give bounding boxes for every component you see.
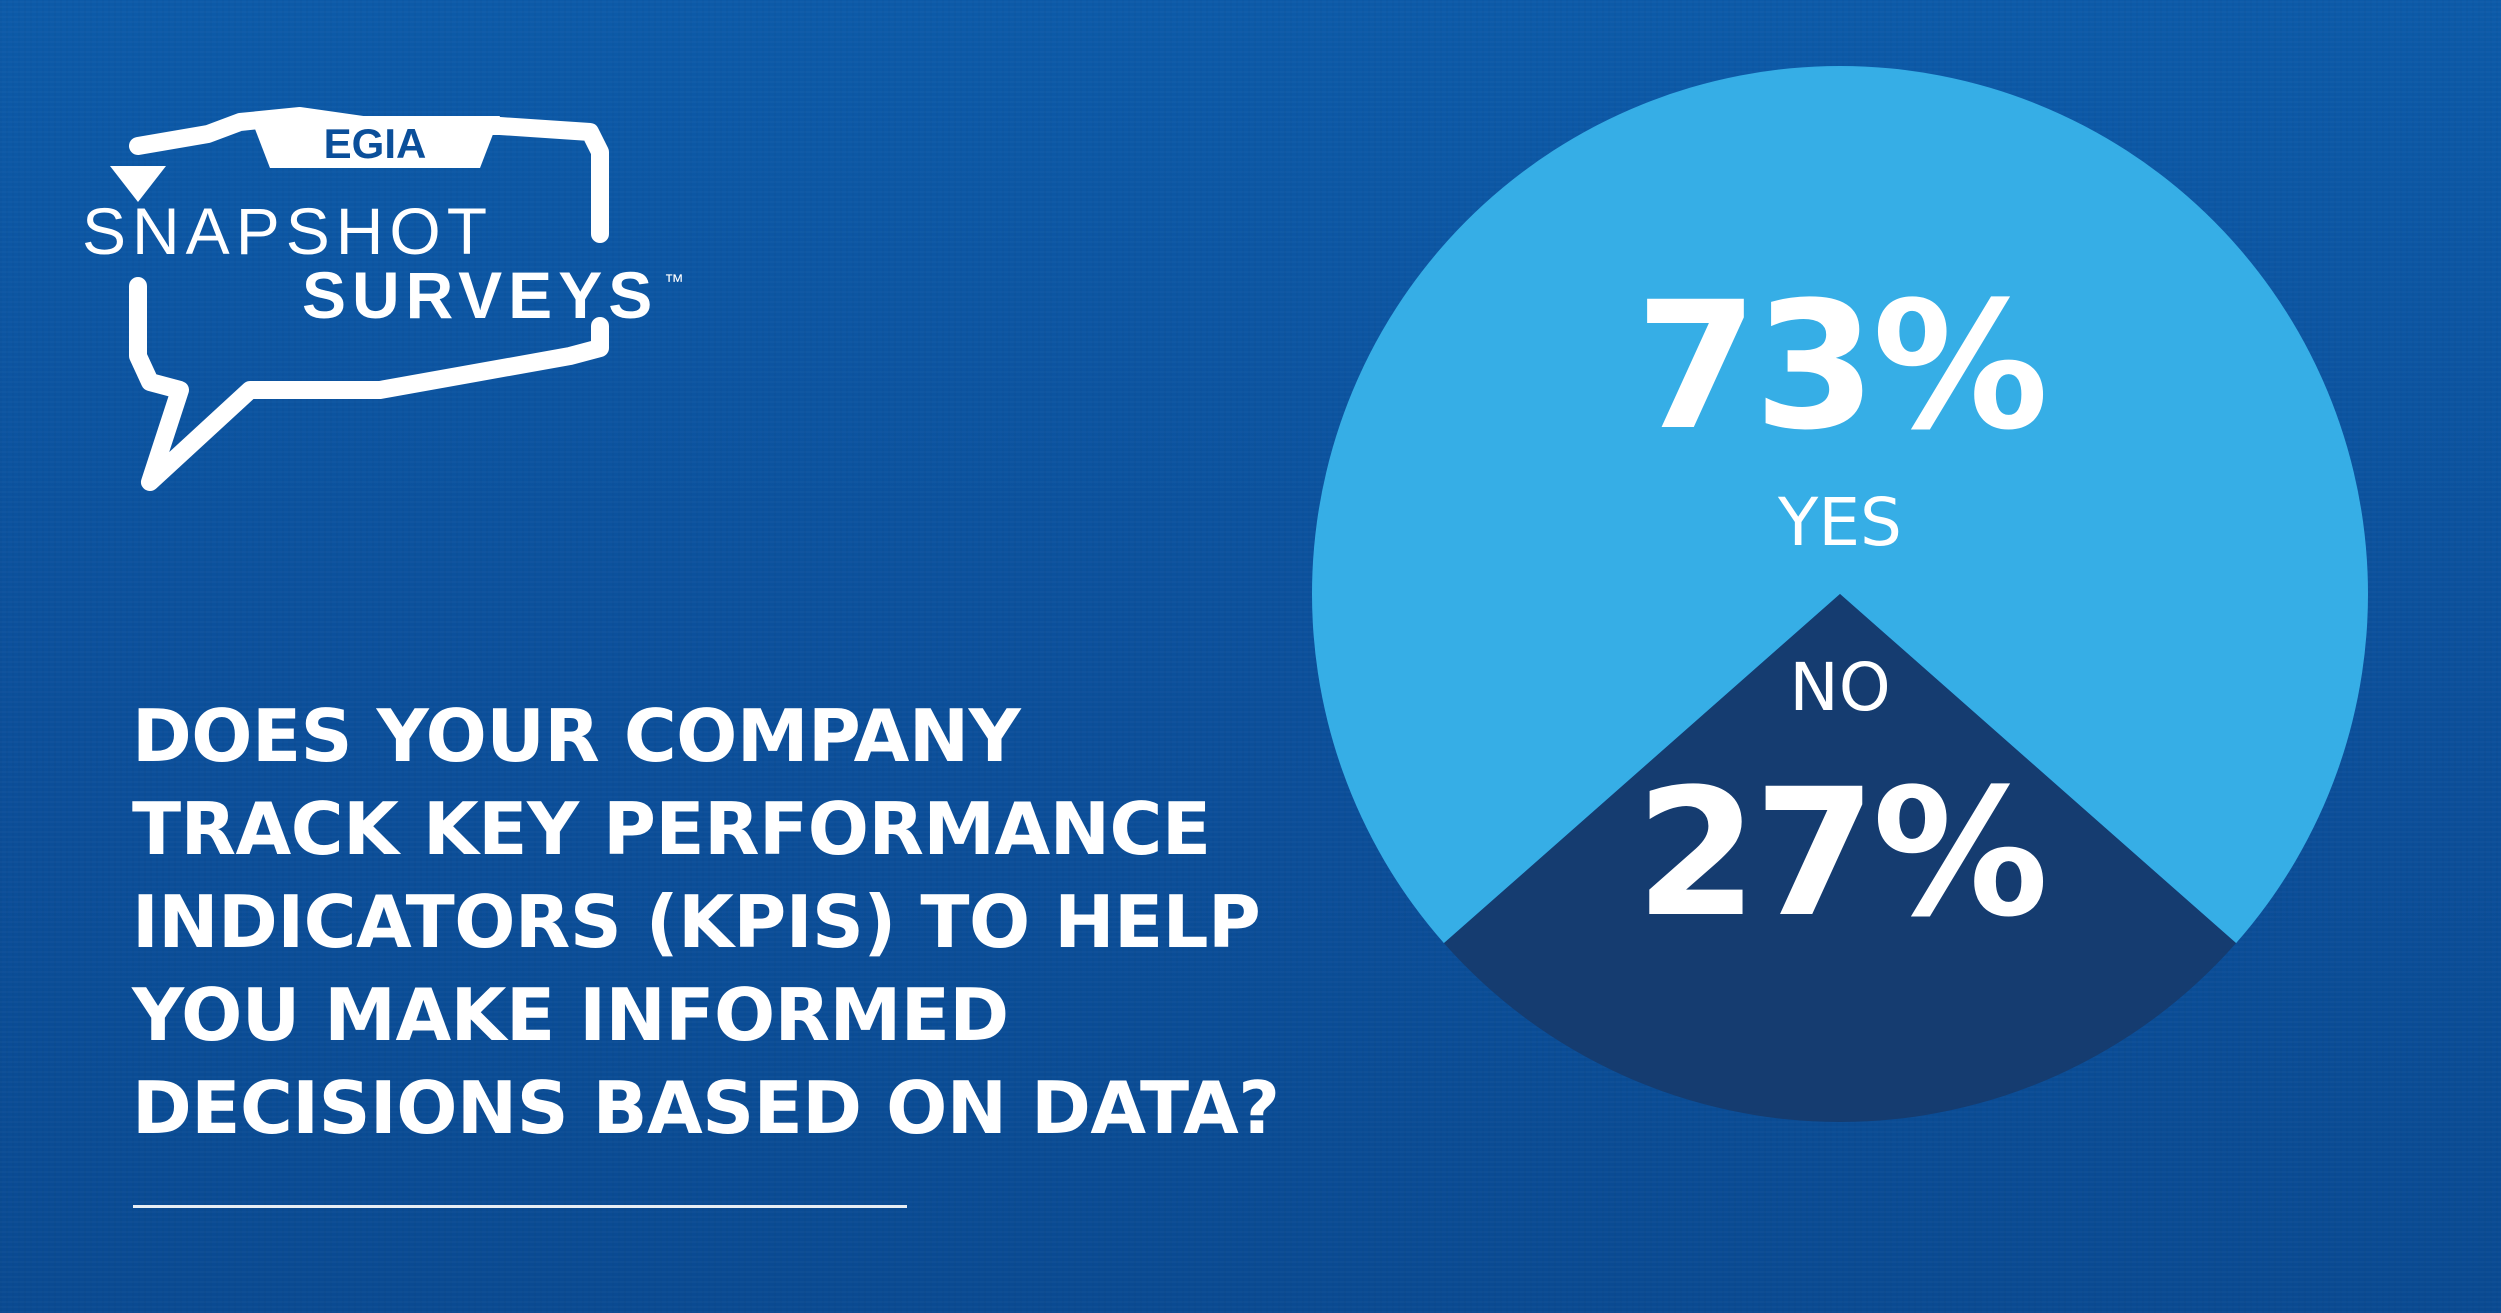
pie-slice-no [1443,594,2237,1122]
survey-question: DOES YOUR COMPANY TRACK KEY PERFORMANCE … [132,690,1282,1155]
question-line: DECISIONS BASED ON DATA? [132,1066,1280,1150]
pie-chart: 73% YES NO 27% [1300,54,2380,1134]
divider-line [133,1205,907,1208]
arrow-head-icon [110,166,166,202]
question-line: DOES YOUR COMPANY [132,694,1021,778]
yes-percent-label: 73% [1635,264,2044,469]
no-percent-label: 27% [1635,751,2044,956]
egia-tab [250,116,500,168]
no-label: NO [1789,649,1890,726]
brand-top-text: EGIA [324,120,427,167]
pie-slice-yes [1312,66,2368,944]
egia-snapshot-surveys-logo: EGIA SNAPSHOT SURVEYS ™ [80,86,720,506]
question-line: INDICATORS (KPIS) TO HELP [132,880,1261,964]
brand-line1-text: SNAPSHOT [82,194,493,268]
yes-label: YES [1777,484,1902,561]
trademark-text: ™ [664,271,684,293]
speech-bubble-logo-icon: EGIA SNAPSHOT SURVEYS ™ [82,107,684,491]
pie-chart-svg: 73% YES NO 27% [1312,66,2368,1122]
brand-line2-text: SURVEYS [302,258,658,332]
question-line: TRACK KEY PERFORMANCE [132,787,1211,871]
question-line: YOU MAKE INFORMED [132,973,1009,1057]
